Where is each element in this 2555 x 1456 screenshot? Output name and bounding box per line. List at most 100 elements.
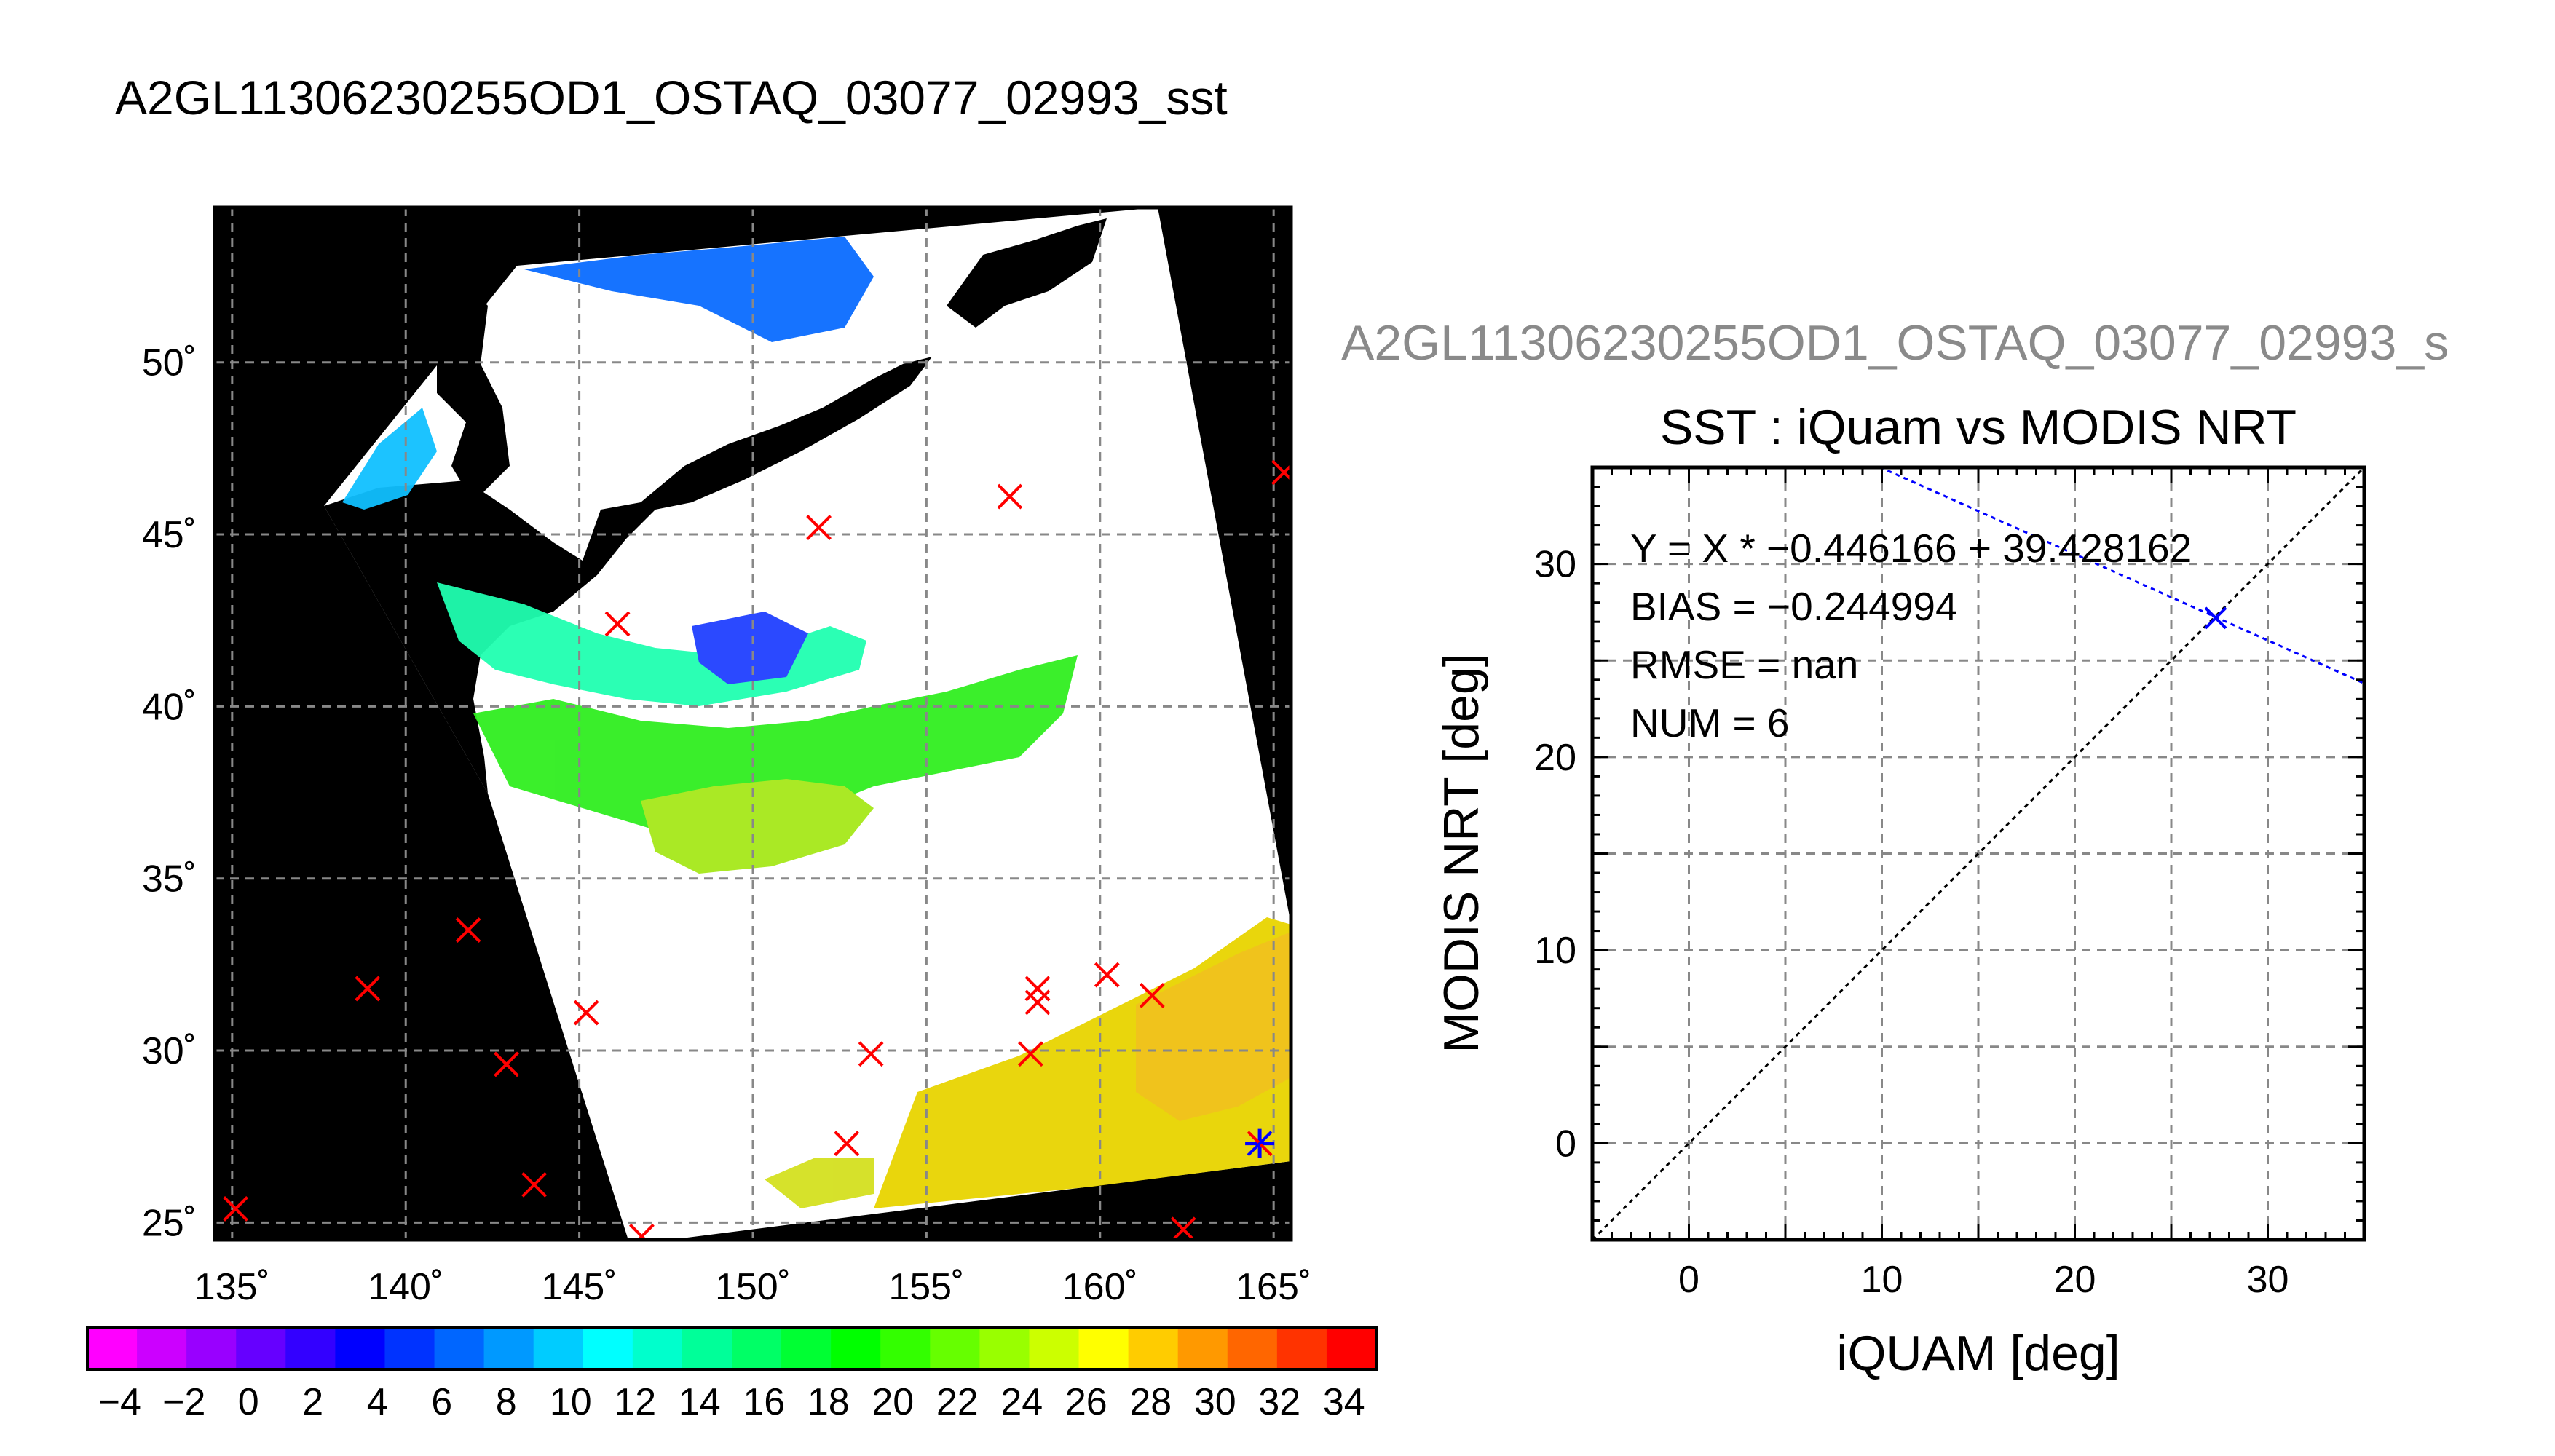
land-sakhalin: [437, 284, 510, 502]
buoy-marker: [355, 976, 381, 1002]
colorbar-cell: [1227, 1327, 1278, 1369]
main-title: A2GL11306230255OD1_OSTAQ_03077_02993_sst: [115, 71, 1228, 124]
colorbar-tick-label: 16: [743, 1381, 785, 1423]
fit-line: [1877, 467, 2364, 685]
scatter-x-tick-label: 20: [2054, 1259, 2096, 1301]
colorbar-cell: [1326, 1327, 1377, 1369]
scatter-annotation: Y = X * −0.446166 + 39.428162: [1630, 526, 2192, 571]
buoy-marker: [521, 1171, 548, 1198]
colorbar-cell: [880, 1327, 931, 1369]
colorbar-tick-label: 4: [367, 1381, 388, 1423]
scatter-x-tick-label: 0: [1678, 1259, 1699, 1301]
colorbar-cell: [979, 1327, 1030, 1369]
colorbar-tick-label: 34: [1323, 1381, 1365, 1423]
scatter-ticks: 0 10 20 30 0 10 20 30: [1534, 466, 2366, 1301]
buoy-marker: [494, 1051, 519, 1077]
scatter-annotation: NUM = 6: [1630, 700, 1790, 745]
colorbar-tick-label: 20: [872, 1381, 914, 1423]
sst-blue-eddy: [692, 612, 808, 684]
secondary-title: A2GL11306230255OD1_OSTAQ_03077_02993_s: [1341, 315, 2449, 371]
map-x-tick-label: 135˚: [194, 1266, 270, 1308]
scatter-x-tick-label: 10: [1861, 1259, 1903, 1301]
colorbar-cell: [483, 1327, 534, 1369]
sst-cold-north: [524, 237, 874, 342]
map-y-tick-label: 35˚: [142, 858, 197, 901]
colorbar: −4 −2 0 2 4 6 8 10 12 14 16 18 20 22 24 26 28 30 32 34: [86, 1326, 1378, 1423]
scatter-x-tick-label: 30: [2247, 1259, 2289, 1301]
map-x-ticks: 135˚ 140˚ 145˚ 150˚ 155˚ 160˚ 165˚: [194, 1266, 1311, 1308]
map-y-tick-label: 25˚: [142, 1202, 197, 1244]
buoy-marker: [573, 1000, 599, 1026]
colorbar-cell: [781, 1327, 832, 1369]
colorbar-tick-label: 22: [936, 1381, 979, 1423]
sst-map: 135˚ 140˚ 145˚ 150˚ 155˚ 160˚ 165˚ 25˚ 30˚ 35˚ 40…: [142, 205, 1311, 1308]
colorbar-cell: [1276, 1327, 1327, 1369]
colorbar-tick-label: 0: [238, 1381, 259, 1423]
scatter-points: [2204, 606, 2227, 630]
colorbar-tick-label: −4: [98, 1381, 141, 1423]
colorbar-cell: [285, 1327, 336, 1369]
colorbar-cell: [682, 1327, 732, 1369]
scatter-annotation: RMSE = nan: [1630, 642, 1858, 687]
buoy-marker: [1170, 1216, 1196, 1240]
buoy-marker: [1018, 1041, 1043, 1067]
colorbar-tick-label: 6: [431, 1381, 452, 1423]
scatter-annotation: BIAS = −0.244994: [1630, 584, 1958, 629]
scatter-title: SST : iQuam vs MODIS NRT: [1660, 400, 2297, 455]
buoy-marker: [1271, 459, 1291, 486]
colorbar-cell: [186, 1327, 237, 1369]
scatter-y-label: MODIS NRT [deg]: [1434, 653, 1489, 1053]
buoy-marker: [858, 1041, 884, 1067]
colorbar-cell: [384, 1327, 435, 1369]
sst-kuroshio-yellowgreen: [641, 779, 874, 874]
colorbar-tick-label: 26: [1065, 1381, 1107, 1423]
map-grid: [215, 207, 1291, 1240]
land-kamchatka: [947, 218, 1107, 328]
colorbar-tick-label: 8: [496, 1381, 517, 1423]
colorbar-tick-label: 28: [1129, 1381, 1172, 1423]
map-x-tick-label: 140˚: [368, 1266, 443, 1308]
map-x-tick-label: 150˚: [715, 1266, 791, 1308]
colorbar-tick-label: 18: [807, 1381, 850, 1423]
colorbar-tick-label: 2: [302, 1381, 323, 1423]
colorbar-cell: [1078, 1327, 1129, 1369]
buoy-marker: [834, 1131, 860, 1157]
colorbar-cell: [1029, 1327, 1080, 1369]
map-x-tick-label: 145˚: [542, 1266, 617, 1308]
colorbar-cell: [732, 1327, 783, 1369]
colorbar-tick-label: 14: [679, 1381, 721, 1423]
colorbar-cell: [632, 1327, 683, 1369]
buoy-marker: [455, 917, 481, 943]
sst-south-strip: [765, 1158, 874, 1208]
scatter-plot: SST : iQuam vs MODIS NRT 0 10 20 300102030 …: [1434, 400, 2366, 1381]
colorbar-cells: [87, 1327, 1377, 1369]
colorbar-cell: [583, 1327, 633, 1369]
buoy-marker: [1024, 976, 1051, 1002]
colorbar-tick-label: 12: [614, 1381, 656, 1423]
buoy-markers: [223, 459, 1291, 1240]
matched-buoy-marker: [1245, 1128, 1275, 1158]
map-y-tick-label: 30˚: [142, 1030, 197, 1072]
colorbar-frame: [86, 1326, 1378, 1371]
buoy-marker: [806, 515, 832, 540]
colorbar-tick-label: 30: [1194, 1381, 1236, 1423]
colorbar-cell: [831, 1327, 882, 1369]
scatter-annotations: Y = X * −0.446166 + 39.428162 BIAS = −0.2…: [1630, 526, 2192, 745]
map-x-tick-label: 165˚: [1236, 1266, 1311, 1308]
scatter-point: [2204, 606, 2227, 630]
land-japan: [324, 357, 932, 794]
colorbar-cell: [236, 1327, 287, 1369]
colorbar-cell: [1177, 1327, 1228, 1369]
map-y-tick-label: 45˚: [142, 514, 197, 556]
colorbar-cell: [533, 1327, 584, 1369]
map-x-tick-label: 160˚: [1062, 1266, 1138, 1308]
colorbar-tick-label: 10: [550, 1381, 592, 1423]
colorbar-cell: [930, 1327, 981, 1369]
buoy-marker: [1139, 982, 1165, 1008]
map-y-ticks: 25˚ 30˚ 35˚ 40˚ 45˚ 50˚: [142, 342, 197, 1245]
buoy-marker: [997, 483, 1023, 510]
sst-okhotsk-west: [342, 408, 437, 510]
scatter-y-tick-label: 10: [1534, 930, 1576, 972]
colorbar-cell: [434, 1327, 485, 1369]
buoy-marker: [604, 611, 631, 637]
